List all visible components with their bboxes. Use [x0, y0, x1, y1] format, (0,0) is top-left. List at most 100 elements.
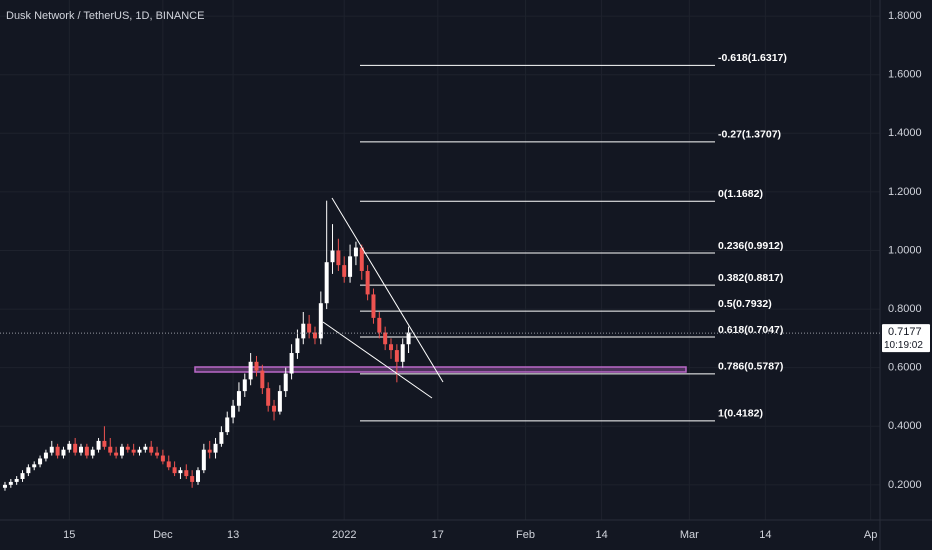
x-tick-label: 15: [63, 529, 75, 541]
y-tick-label: 1.0000: [888, 244, 922, 256]
candle-body: [389, 344, 394, 351]
candle-body: [406, 332, 411, 345]
candle-body: [149, 446, 154, 453]
candle-body: [155, 452, 160, 456]
candle-body: [207, 449, 212, 453]
candle-body: [102, 440, 107, 447]
fib-retracement: -0.618(1.6317) -0.27(1.3707) 0(1.1682) 0.23…: [360, 52, 787, 422]
fib-level-label: 0.786(0.5787): [718, 361, 783, 373]
candle-body: [272, 405, 277, 412]
y-tick-label: 1.4000: [888, 127, 922, 139]
candle-body: [277, 391, 282, 412]
candle-body: [236, 391, 241, 406]
candle-body: [195, 470, 200, 482]
candle-body: [26, 467, 31, 474]
candle-body: [201, 449, 206, 471]
countdown-label: 10:19:02: [884, 340, 923, 351]
last-price-box: [882, 324, 930, 353]
candle-body: [32, 464, 37, 468]
candle-body: [394, 350, 399, 362]
candle-body: [336, 250, 341, 266]
fib-level-label: 0.236(0.9912): [718, 240, 783, 252]
candle-body: [137, 449, 142, 453]
candle-body: [365, 270, 370, 295]
candle-body: [14, 478, 19, 482]
y-tick-label: 0.6000: [888, 362, 922, 374]
candle-body: [307, 323, 312, 333]
candle-body: [143, 446, 148, 450]
candle-body: [260, 370, 265, 389]
fib-level-label: 0.618(0.7047): [718, 324, 783, 336]
wedge-upper: [331, 197, 444, 383]
candle-body: [79, 446, 84, 453]
y-tick-label: 0.4000: [888, 420, 922, 432]
x-tick-label: Feb: [516, 529, 535, 541]
candle-body: [242, 379, 247, 392]
last-price-label: 0.7177: [888, 326, 922, 338]
axes: 0.2000 0.4000 0.6000 0.8000 1.0000 1.2000 1.40…: [63, 10, 921, 541]
candle-body: [184, 470, 189, 477]
y-tick-label: 0.8000: [888, 303, 922, 315]
fib-level-label: -0.27(1.3707): [718, 129, 781, 141]
candle-body: [377, 317, 382, 333]
candles: [2, 200, 411, 491]
candle-body: [295, 338, 300, 354]
candle-body: [213, 443, 218, 453]
candle-body: [353, 247, 358, 257]
candle-body: [283, 373, 288, 392]
candle-body: [312, 332, 317, 339]
x-tick-label: 14: [595, 529, 607, 541]
candle-body: [114, 452, 119, 456]
candle-body: [400, 344, 405, 362]
candle-body: [61, 449, 66, 456]
x-tick-label: Dec: [153, 529, 173, 541]
candle-body: [266, 388, 271, 406]
candle-body: [90, 449, 95, 456]
candle-body: [49, 446, 54, 453]
candle-body: [119, 446, 124, 456]
y-tick-label: 0.2000: [888, 479, 922, 491]
support-zone: [194, 366, 687, 373]
x-tick-label: Mar: [680, 529, 699, 541]
candle-body: [219, 432, 224, 444]
y-tick-label: 1.6000: [888, 69, 922, 81]
y-tick-label: 1.8000: [888, 10, 922, 22]
candle-body: [160, 455, 165, 462]
candle-body: [248, 361, 253, 380]
fib-level-label: 1(0.4182): [718, 408, 763, 420]
candle-body: [231, 405, 236, 418]
candle-body: [108, 446, 113, 453]
candle-body: [43, 452, 48, 459]
fib-level-label: 0(1.1682): [718, 188, 763, 200]
candle-body: [371, 294, 376, 318]
candle-body: [342, 265, 347, 277]
candle-body: [84, 446, 89, 456]
candle-body: [318, 303, 323, 339]
candle-body: [359, 247, 364, 271]
candle-body: [254, 361, 259, 371]
x-tick-label: 17: [432, 529, 444, 541]
candle-body: [55, 446, 60, 456]
candle-body: [383, 332, 388, 345]
fib-level-label: 0.382(0.8817): [718, 272, 783, 284]
candle-body: [131, 449, 136, 453]
candle-body: [348, 256, 353, 277]
candle-body: [20, 473, 25, 479]
x-tick-label: 2022: [332, 529, 356, 541]
wedge-lower: [322, 321, 433, 399]
candle-body: [172, 467, 177, 474]
candle-body: [190, 476, 195, 482]
candle-body: [289, 353, 294, 374]
x-tick-label: 14: [759, 529, 771, 541]
candle-body: [301, 323, 306, 339]
candle-body: [67, 443, 72, 450]
fib-level-label: -0.618(1.6317): [718, 52, 787, 64]
candle-body: [73, 443, 78, 453]
candle-body: [324, 262, 329, 304]
candle-body: [166, 461, 171, 468]
y-tick-label: 1.2000: [888, 186, 922, 198]
candle-body: [330, 250, 335, 263]
candle-body: [8, 481, 13, 485]
